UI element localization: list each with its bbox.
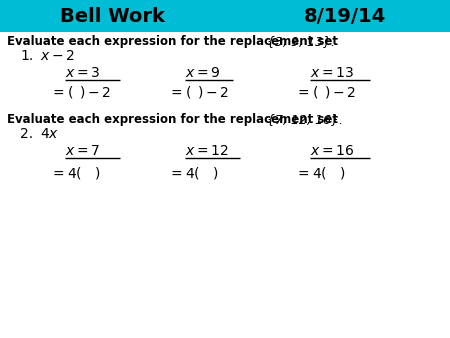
Text: $=(\enspace)-2$: $=(\enspace)-2$ — [50, 84, 111, 100]
Text: $x-2$: $x-2$ — [40, 49, 75, 63]
Text: Evaluate each expression for the replacement set: Evaluate each expression for the replace… — [7, 114, 338, 126]
Text: $x=13$: $x=13$ — [310, 66, 354, 80]
Bar — [0, 0, 450, 32]
Text: 2.: 2. — [20, 127, 33, 141]
Text: $=4(\enspace\enspace)$: $=4(\enspace\enspace)$ — [168, 165, 219, 181]
Text: {7, 12, 16}.: {7, 12, 16}. — [267, 114, 343, 126]
Text: $=(\enspace)-2$: $=(\enspace)-2$ — [168, 84, 229, 100]
Text: $x=3$: $x=3$ — [65, 66, 100, 80]
Text: $=4(\enspace\enspace)$: $=4(\enspace\enspace)$ — [295, 165, 346, 181]
Text: $x=16$: $x=16$ — [310, 144, 354, 158]
Text: {3, 9, 13}.: {3, 9, 13}. — [267, 35, 335, 48]
Text: Bell Work: Bell Work — [59, 6, 164, 25]
Text: 8/19/14: 8/19/14 — [304, 6, 386, 25]
Text: $4x$: $4x$ — [40, 127, 59, 141]
Text: $x=9$: $x=9$ — [185, 66, 220, 80]
Text: $=4(\enspace\enspace)$: $=4(\enspace\enspace)$ — [50, 165, 101, 181]
Text: 1.: 1. — [20, 49, 33, 63]
Text: $x=7$: $x=7$ — [65, 144, 100, 158]
Text: $=(\enspace)-2$: $=(\enspace)-2$ — [295, 84, 356, 100]
Text: $x=12$: $x=12$ — [185, 144, 229, 158]
Text: Evaluate each expression for the replacement set: Evaluate each expression for the replace… — [7, 35, 338, 48]
